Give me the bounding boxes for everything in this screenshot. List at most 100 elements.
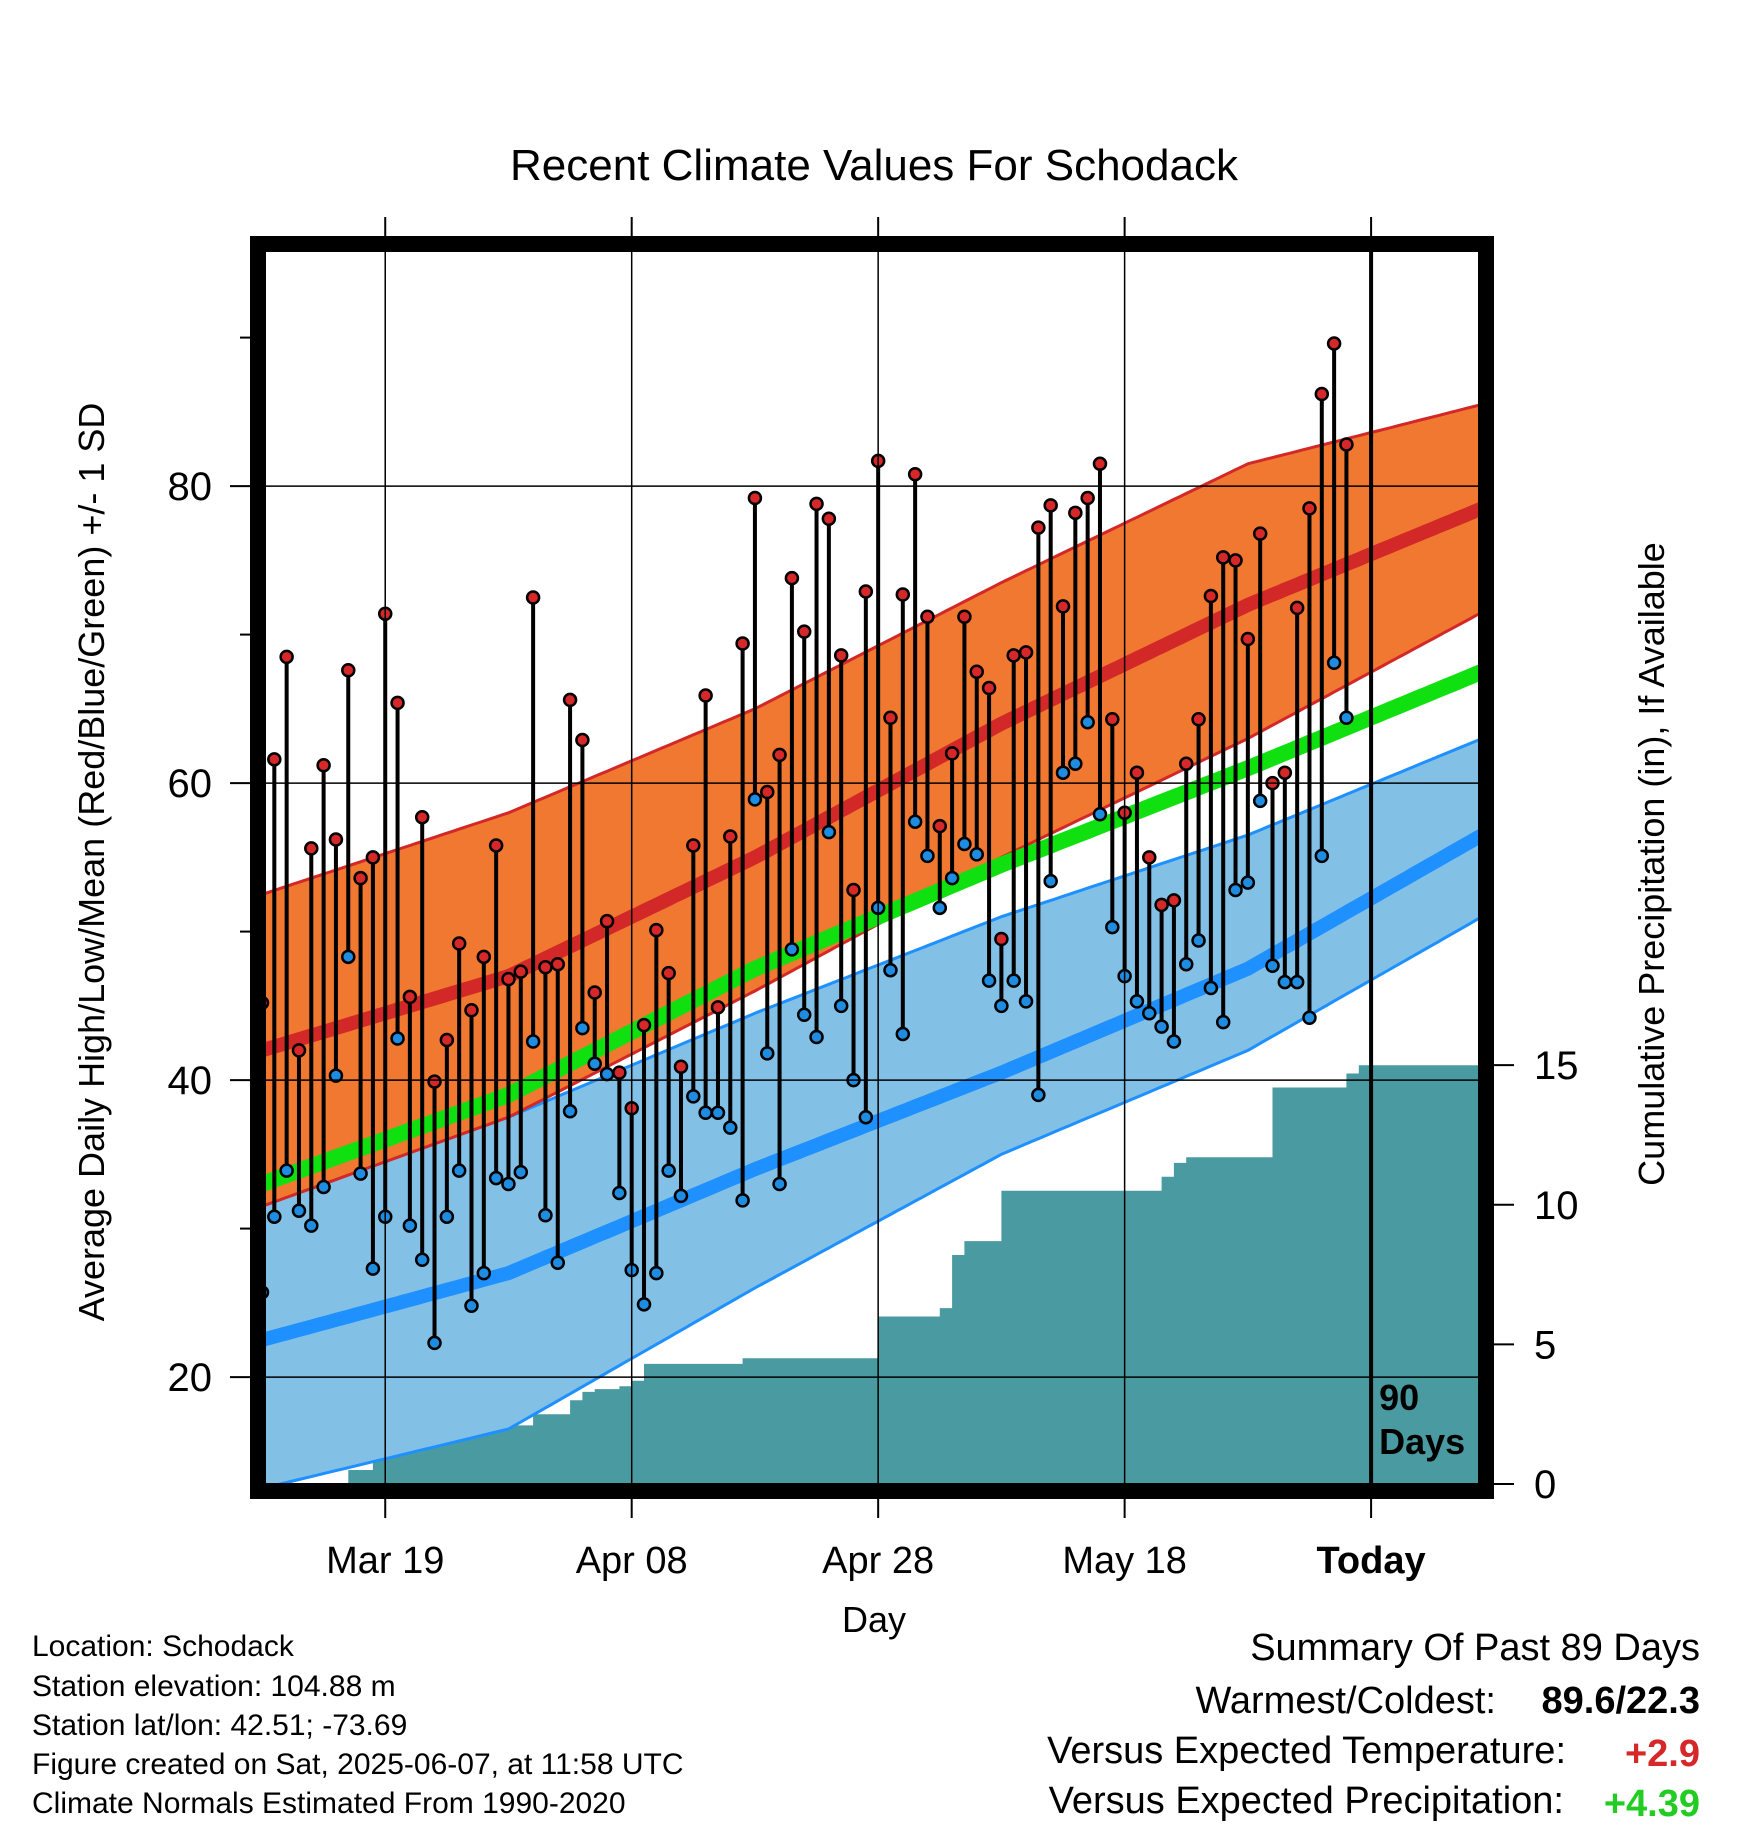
daily-low-point xyxy=(328,1068,344,1083)
daily-low-point xyxy=(747,792,763,807)
daily-low-point xyxy=(1203,980,1219,996)
daily-high-point xyxy=(538,959,553,975)
daily-low-point xyxy=(1252,793,1268,809)
daily-low-point xyxy=(365,1261,381,1276)
low-band xyxy=(262,738,1482,1484)
daily-low-point xyxy=(439,1209,455,1224)
daily-low-point xyxy=(414,1252,430,1268)
daily-high-point xyxy=(1240,631,1256,647)
high-normal-line xyxy=(262,501,1482,1058)
daily-low-point xyxy=(809,1029,824,1045)
daily-high-point xyxy=(525,590,541,605)
daily-high-point xyxy=(1031,520,1046,535)
plot-frame xyxy=(250,236,1494,1499)
daily-high-point xyxy=(1068,505,1083,521)
daily-low-point xyxy=(686,1089,701,1104)
daily-high-point xyxy=(1178,756,1194,772)
high-band-upper-edge xyxy=(262,402,1482,896)
daily-high-point xyxy=(1277,765,1293,780)
daily-high-point xyxy=(427,1074,442,1089)
daily-low-point xyxy=(1055,765,1071,780)
y2-tick-label: 15 xyxy=(1534,1044,1579,1088)
daily-low-point xyxy=(907,814,923,829)
daily-low-point xyxy=(1006,973,1021,988)
daily-high-point xyxy=(895,587,911,602)
daily-low-point xyxy=(796,1007,812,1022)
daily-low-point xyxy=(1215,1014,1231,1030)
y-axis-label: Average Daily High/Low/Mean (Red/Blue/Gr… xyxy=(71,403,112,1322)
summary-temp-value: +2.9 xyxy=(1625,1733,1700,1775)
daily-low-point xyxy=(673,1188,689,1204)
daily-low-point xyxy=(451,1163,467,1178)
daily-low-point xyxy=(994,998,1009,1014)
x-tick-label: May 18 xyxy=(1062,1540,1187,1582)
daily-low-point xyxy=(599,1066,615,1082)
daily-low-point xyxy=(784,942,800,957)
daily-low-point xyxy=(550,1255,566,1270)
daily-low-point xyxy=(772,1176,787,1192)
daily-high-point xyxy=(267,752,282,767)
daily-high-point xyxy=(1326,336,1342,351)
y-tick-label: 40 xyxy=(168,1059,213,1103)
daily-high-point xyxy=(1203,588,1219,604)
daily-low-point xyxy=(353,1166,368,1181)
daily-low-point xyxy=(1105,919,1120,935)
daily-high-point xyxy=(513,964,529,979)
daily-low-point xyxy=(833,998,849,1014)
daily-high-point xyxy=(636,1017,652,1033)
daily-low-point xyxy=(821,824,837,840)
daily-high-point xyxy=(451,936,467,951)
daily-high-point xyxy=(710,1000,726,1015)
y2-tick-label: 0 xyxy=(1534,1463,1556,1507)
daily-low-point xyxy=(476,1265,492,1281)
daily-low-point xyxy=(1043,873,1058,889)
daily-low-point xyxy=(735,1193,750,1208)
daily-low-point xyxy=(649,1265,664,1281)
daily-high-point xyxy=(587,985,602,1000)
daily-high-point xyxy=(612,1065,627,1080)
daily-high-point xyxy=(1080,490,1095,506)
daily-high-point xyxy=(1105,711,1120,727)
daily-low-point xyxy=(1339,710,1354,725)
daily-low-point xyxy=(1018,994,1034,1009)
daily-high-point xyxy=(1092,456,1108,472)
axes: 20 40 60 80 0 5 10 15 Mar 19 Apr 08 Apr 28 May 18 To… xyxy=(168,217,1579,1582)
daily-high-point xyxy=(747,490,763,506)
daily-high-point xyxy=(833,648,849,663)
daily-low-point xyxy=(969,847,984,862)
info-created: Figure created on Sat, 2025-06-07, at 11… xyxy=(32,1748,684,1781)
daily-high-point xyxy=(365,850,381,865)
daily-low-point xyxy=(1314,848,1330,864)
daily-high-point xyxy=(1289,600,1305,616)
daily-high-point xyxy=(735,636,750,651)
y-tick-label: 20 xyxy=(168,1356,213,1400)
daily-low-point xyxy=(501,1176,516,1192)
daily-low-point xyxy=(513,1164,529,1180)
daily-low-point xyxy=(895,1026,911,1042)
daily-low-point xyxy=(1178,957,1194,972)
daily-high-point xyxy=(575,732,590,748)
info-elevation: Station elevation: 104.88 m xyxy=(32,1670,396,1703)
summary-warmest-value: 89.6/22.3 xyxy=(1542,1680,1700,1722)
summary-precip-value: +4.39 xyxy=(1604,1783,1700,1825)
daily-high-point xyxy=(1339,437,1354,452)
daily-high-point xyxy=(550,957,566,972)
daily-high-point xyxy=(957,609,972,625)
summary-warmest-label: Warmest/Coldest: xyxy=(1195,1680,1496,1722)
daily-high-point xyxy=(932,818,948,834)
summary-precip-label: Versus Expected Precipitation: xyxy=(1049,1780,1564,1822)
daily-high-point xyxy=(858,584,874,599)
daily-low-point xyxy=(279,1163,294,1178)
daily-low-point xyxy=(587,1056,602,1071)
daily-low-point xyxy=(710,1105,726,1121)
daily-low-point xyxy=(1080,714,1095,730)
low-normal-line xyxy=(262,829,1482,1347)
daily-low-point xyxy=(427,1335,442,1351)
daily-high-point xyxy=(304,841,319,856)
grid xyxy=(262,247,1482,1484)
daily-low-point xyxy=(402,1218,418,1233)
info-normals: Climate Normals Estimated From 1990-2020 xyxy=(32,1787,626,1820)
daily-low-point xyxy=(661,1163,676,1178)
daily-low-point xyxy=(1228,882,1243,898)
